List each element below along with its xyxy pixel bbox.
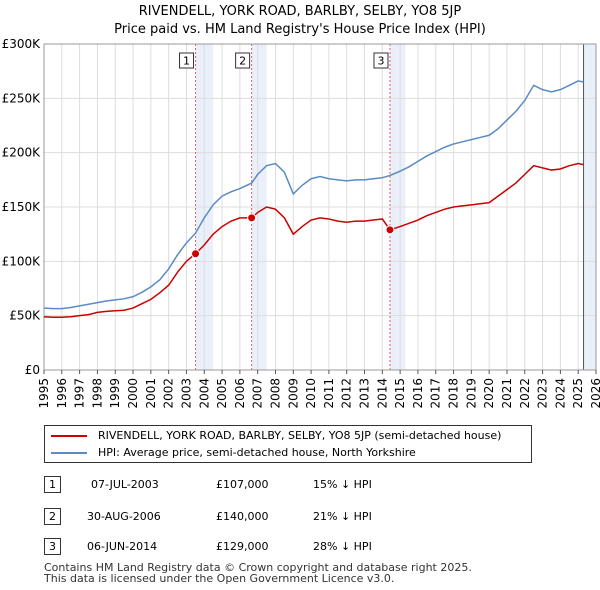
y-tick-label: £100K (2, 254, 42, 268)
x-tick-label: 2016 (411, 378, 425, 409)
x-tick-label: 2024 (553, 378, 567, 409)
purchase-label: 3 (377, 55, 384, 68)
x-tick-label: 2007 (251, 378, 265, 409)
transaction-hpi-diff: 21% ↓ HPI (313, 510, 372, 523)
x-tick-label: 2002 (162, 378, 176, 409)
x-tick-label: 2018 (447, 378, 461, 409)
transaction-number-badge: 3 (44, 538, 61, 555)
x-tick-label: 2005 (215, 378, 229, 409)
y-tick-label: £0 (25, 363, 40, 377)
x-tick-label: 2017 (429, 378, 443, 409)
x-tick-label: 2009 (286, 378, 300, 409)
x-tick-label: 1999 (108, 378, 122, 409)
y-tick-label: £250K (2, 91, 42, 105)
x-tick-label: 2014 (375, 378, 389, 409)
legend-label-property: RIVENDELL, YORK ROAD, BARLBY, SELBY, YO8… (98, 427, 501, 445)
transaction-price: £140,000 (216, 510, 269, 523)
purchase-point (192, 250, 200, 258)
x-tick-label: 2023 (536, 378, 550, 409)
x-tick-label: 2001 (144, 378, 158, 409)
footer-license: This data is licensed under the Open Gov… (44, 572, 394, 585)
purchase-label: 1 (183, 55, 190, 68)
y-tick-label: £300K (2, 37, 42, 51)
transaction-row: 1 07-JUL-2003 £107,000 15% ↓ HPI (0, 476, 600, 498)
y-tick-label: £200K (2, 146, 42, 160)
legend-swatch-property (51, 435, 87, 437)
x-tick-label: 1998 (90, 378, 104, 409)
transaction-number-badge: 2 (44, 508, 61, 525)
transaction-row: 2 30-AUG-2006 £140,000 21% ↓ HPI (0, 508, 600, 530)
transaction-row: 3 06-JUN-2014 £129,000 28% ↓ HPI (0, 538, 600, 560)
x-tick-label: 2026 (589, 378, 600, 409)
transaction-number-badge: 1 (44, 476, 61, 493)
x-tick-label: 2013 (358, 378, 372, 409)
x-tick-label: 1997 (73, 378, 87, 409)
price-chart: £0 £50K £100K £150K £200K £250K £300K 1995 1996 1… (0, 0, 600, 590)
x-tick-label: 2008 (268, 378, 282, 409)
x-tick-label: 2012 (340, 378, 354, 409)
transaction-hpi-diff: 15% ↓ HPI (313, 478, 372, 491)
legend-swatch-hpi (51, 452, 87, 454)
chart-legend: RIVENDELL, YORK ROAD, BARLBY, SELBY, YO8… (44, 425, 532, 463)
x-tick-label: 2025 (571, 378, 585, 409)
transaction-hpi-diff: 28% ↓ HPI (313, 540, 372, 553)
x-tick-label: 2021 (500, 378, 514, 409)
x-tick-label: 2004 (197, 378, 211, 409)
x-tick-label: 1995 (37, 378, 51, 409)
x-tick-label: 2022 (518, 378, 532, 409)
purchase-point (248, 214, 256, 222)
x-tick-label: 2010 (304, 378, 318, 409)
transaction-date: 06-JUN-2014 (87, 540, 157, 553)
x-tick-label: 2003 (179, 378, 193, 409)
x-tick-label: 2011 (322, 378, 336, 409)
transaction-price: £107,000 (216, 478, 269, 491)
x-tick-label: 1996 (55, 378, 69, 409)
x-tick-label: 2019 (464, 378, 478, 409)
y-tick-label: £50K (9, 309, 41, 323)
legend-label-hpi: HPI: Average price, semi-detached house,… (98, 444, 416, 462)
purchase-point (386, 226, 394, 234)
x-tick-label: 2020 (482, 378, 496, 409)
x-tick-label: 2015 (393, 378, 407, 409)
y-tick-label: £150K (2, 200, 42, 214)
x-tick-label: 2006 (233, 378, 247, 409)
x-tick-label: 2000 (126, 378, 140, 409)
transaction-date: 30-AUG-2006 (87, 510, 161, 523)
purchase-label: 2 (239, 55, 246, 68)
transaction-price: £129,000 (216, 540, 269, 553)
transaction-date: 07-JUL-2003 (91, 478, 159, 491)
